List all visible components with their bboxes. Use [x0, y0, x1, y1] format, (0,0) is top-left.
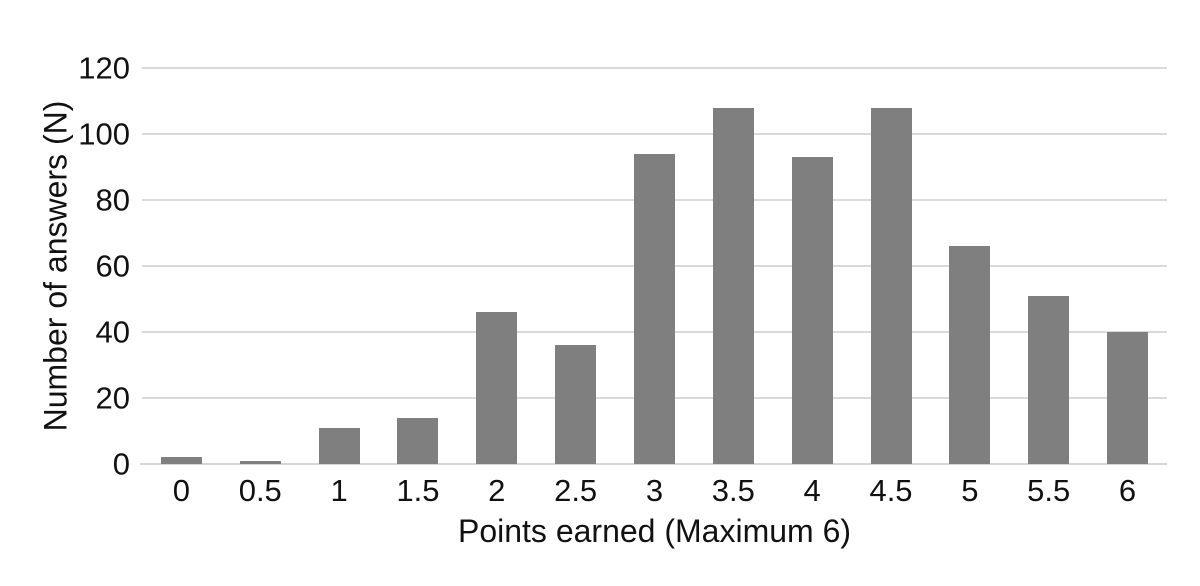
- bar-2.5: [555, 345, 597, 464]
- bar-slot: [1088, 68, 1167, 464]
- x-tick-label: 4.5: [869, 473, 913, 508]
- x-axis-title: Points earned (Maximum 6): [457, 513, 852, 549]
- bar-slot: [852, 68, 931, 464]
- plot-area: [140, 67, 1167, 465]
- x-tick-label: 3.5: [711, 473, 755, 508]
- bar-3: [633, 153, 675, 464]
- bar-slot: [536, 68, 615, 464]
- bar-slot: [694, 68, 773, 464]
- bar-0.5: [239, 460, 281, 464]
- bar-4.5: [870, 107, 912, 464]
- bar-slot: [300, 68, 379, 464]
- y-tick-label: 40: [95, 314, 130, 350]
- x-tick-label: 5.5: [1027, 473, 1071, 508]
- gridline: [142, 133, 1167, 135]
- x-tick-label: 2.5: [554, 473, 598, 508]
- y-tick-label: 120: [78, 50, 130, 86]
- y-tick-label: 0: [112, 446, 130, 482]
- bar-1.5: [397, 417, 439, 464]
- x-tick-label: 4: [803, 473, 821, 508]
- bars-layer: [142, 68, 1167, 464]
- bar-6: [1107, 332, 1149, 464]
- x-tick-label: 3: [645, 473, 664, 508]
- bar-slot: [615, 68, 694, 464]
- x-tick-label: 0: [172, 473, 191, 508]
- bar-slot: [142, 68, 221, 464]
- bar-0: [160, 457, 202, 464]
- x-tick-label: 1.5: [396, 473, 440, 508]
- x-tick-label: 6: [1118, 473, 1137, 508]
- y-tick-label: 100: [78, 116, 130, 152]
- bar-3.5: [712, 107, 754, 464]
- bar-slot: [457, 68, 536, 464]
- x-tick-label: 1: [330, 473, 348, 508]
- y-tick-label: 60: [95, 248, 130, 284]
- bar-4: [791, 157, 833, 464]
- gridline: [142, 67, 1167, 69]
- bar-5.5: [1028, 295, 1070, 464]
- bar-5: [949, 246, 991, 464]
- x-axis-tick-labels: 0 0.5 1 1.5 2 2.5 3 3.5 4 4.5 5 5.5 6: [142, 473, 1167, 508]
- x-axis-line: [140, 463, 1167, 465]
- x-tick-label: 0.5: [238, 473, 282, 508]
- bar-slot: [930, 68, 1009, 464]
- bar-1: [318, 427, 360, 464]
- x-tick-label: 2: [488, 473, 506, 508]
- bar-slot: [379, 68, 458, 464]
- y-tick-label: 80: [95, 182, 130, 218]
- bar-slot: [773, 68, 852, 464]
- y-tick-label: 20: [95, 380, 130, 416]
- x-tick-label: 5: [961, 473, 979, 508]
- bar-slot: [221, 68, 300, 464]
- y-axis-tick-labels: 0 20 40 60 80 100 120: [0, 53, 130, 480]
- bar-2: [476, 312, 518, 464]
- bar-slot: [1009, 68, 1088, 464]
